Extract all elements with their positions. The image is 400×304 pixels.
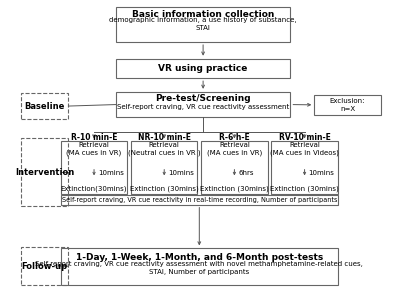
Text: NR-10 min-E: NR-10 min-E [138,133,191,142]
FancyBboxPatch shape [116,7,290,42]
Text: RV-10 min-E: RV-10 min-E [279,133,330,142]
Text: Self-report craving, VR cue reactivity in real-time recording, Number of partici: Self-report craving, VR cue reactivity i… [62,197,337,203]
Text: Exclusion:
n=X: Exclusion: n=X [330,98,365,112]
Text: Extinction (30mins): Extinction (30mins) [270,185,339,192]
Text: Extinction (30mins): Extinction (30mins) [200,185,269,192]
Text: Extinction(30mins): Extinction(30mins) [61,185,127,192]
Text: Follow-up: Follow-up [22,262,68,271]
Text: Extinction (30mins): Extinction (30mins) [130,185,198,192]
Text: 1-Day, 1-Week, 1-Month, and 6-Month post-tests: 1-Day, 1-Week, 1-Month, and 6-Month post… [76,253,323,262]
Text: Baseline: Baseline [24,102,65,111]
FancyBboxPatch shape [131,141,198,194]
Text: 10mins: 10mins [308,170,334,175]
Text: 10mins: 10mins [98,170,124,175]
Text: Retrieval
(MA cues in VR): Retrieval (MA cues in VR) [207,142,262,156]
Text: Retrieval
(MA cues in VR): Retrieval (MA cues in VR) [66,142,122,156]
Text: demographic information, a use history of substance,
STAI: demographic information, a use history o… [109,17,297,31]
Text: 6hrs: 6hrs [238,170,254,175]
Text: Pre-test/Screening: Pre-test/Screening [155,94,251,103]
Text: R-6 h-E: R-6 h-E [219,133,250,142]
FancyBboxPatch shape [61,195,338,205]
Text: 10mins: 10mins [168,170,194,175]
FancyBboxPatch shape [314,95,381,115]
FancyBboxPatch shape [116,92,290,117]
FancyBboxPatch shape [61,141,127,194]
FancyBboxPatch shape [201,141,268,194]
Text: Intervention: Intervention [15,168,74,177]
Text: Retrieval
(Neutral cues in VR ): Retrieval (Neutral cues in VR ) [128,142,200,156]
Text: Basic information collection: Basic information collection [132,9,274,19]
FancyBboxPatch shape [271,141,338,194]
Text: Self-report craving, VR cue reactivity assessment with novel methamphetamine-rel: Self-report craving, VR cue reactivity a… [35,261,363,275]
Text: Self-report craving, VR cue reactivity assessment: Self-report craving, VR cue reactivity a… [117,104,289,110]
FancyBboxPatch shape [116,59,290,78]
Text: Retrieval
(MA cues in Videos): Retrieval (MA cues in Videos) [270,142,339,156]
FancyBboxPatch shape [61,248,338,285]
Text: R-10 min-E: R-10 min-E [71,133,117,142]
Text: VR using practice: VR using practice [158,64,248,73]
